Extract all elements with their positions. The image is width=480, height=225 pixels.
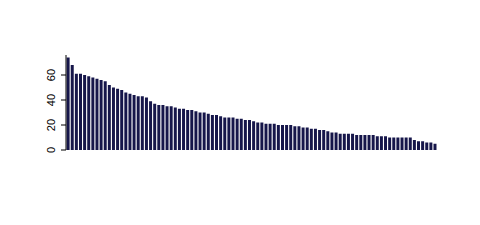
svg-text:0: 0 <box>45 147 57 153</box>
svg-text:60: 60 <box>45 69 57 81</box>
svg-text:20: 20 <box>45 119 57 131</box>
svg-text:40: 40 <box>45 94 57 106</box>
